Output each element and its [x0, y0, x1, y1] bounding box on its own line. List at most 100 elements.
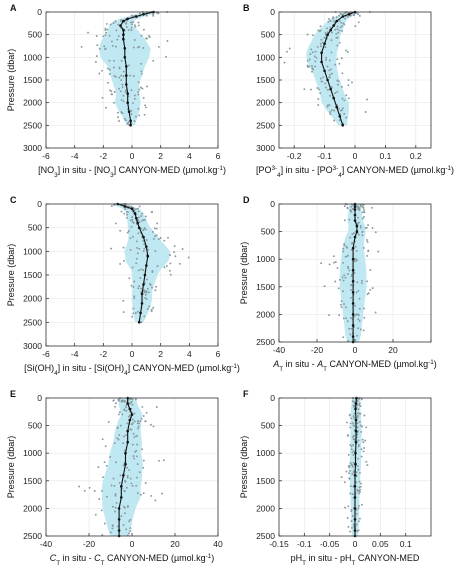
x-axis-label-e: CT in situ - CT CANYON-MED (µmol.kg-1) — [50, 553, 215, 567]
y-tick-label: 1000 — [23, 448, 42, 458]
mean-marker — [351, 268, 355, 272]
x-axis-label-a: [NO3] in situ - [NO3] CANYON-MED (µmol.k… — [38, 165, 226, 179]
y-tick-label: 2000 — [256, 503, 275, 513]
data-point — [352, 444, 355, 446]
data-point — [143, 218, 146, 221]
data-point — [129, 219, 132, 222]
y-tick-label: 0 — [270, 199, 275, 209]
data-point — [345, 470, 348, 473]
data-point — [114, 493, 117, 496]
data-point — [138, 285, 141, 288]
data-point — [117, 438, 120, 441]
data-point — [130, 401, 133, 404]
data-point — [320, 45, 322, 48]
data-point — [358, 492, 361, 495]
mean-marker — [129, 119, 132, 123]
mean-marker — [326, 78, 329, 82]
mean-marker — [354, 462, 357, 466]
x-tick-label: -0.05 — [320, 539, 340, 549]
data-point — [119, 229, 122, 232]
data-point — [334, 261, 337, 264]
data-point — [318, 88, 320, 91]
mean-marker — [130, 413, 134, 416]
mean-marker — [117, 507, 121, 510]
data-point — [124, 119, 127, 122]
data-point — [136, 246, 138, 249]
data-point — [350, 520, 353, 523]
data-point — [145, 411, 148, 414]
data-point — [146, 85, 149, 88]
data-point — [350, 448, 353, 451]
x-tick-label: 0 — [130, 539, 135, 549]
data-point — [126, 504, 129, 507]
data-point — [370, 206, 373, 209]
data-point — [334, 280, 337, 283]
data-point — [134, 450, 136, 453]
data-point — [122, 100, 125, 103]
data-point — [310, 48, 313, 51]
data-point — [356, 334, 359, 337]
data-point — [142, 229, 145, 232]
mean-marker — [146, 254, 150, 258]
data-point — [349, 333, 352, 336]
data-point — [138, 471, 141, 474]
data-point — [114, 45, 117, 48]
data-point — [133, 24, 136, 27]
data-point — [341, 107, 344, 110]
spread-band-c — [110, 204, 170, 323]
data-point — [360, 448, 363, 451]
data-point — [367, 250, 370, 253]
data-point — [128, 532, 130, 535]
data-point — [144, 482, 147, 484]
y-tick-label: 1500 — [256, 476, 275, 486]
data-point — [326, 105, 329, 108]
data-point — [330, 51, 333, 54]
data-point — [335, 16, 338, 19]
data-point — [364, 111, 367, 113]
spread-band-e — [101, 398, 143, 536]
data-point — [353, 470, 356, 472]
x-tick-label: -0.2 — [287, 151, 302, 161]
data-point — [343, 303, 345, 305]
data-point — [142, 415, 145, 417]
data-point — [350, 463, 353, 466]
data-point — [140, 34, 143, 37]
data-point — [340, 57, 343, 60]
data-point — [333, 109, 335, 112]
data-point — [137, 24, 140, 27]
data-point — [126, 211, 129, 213]
y-tick-label: 1500 — [256, 282, 275, 292]
data-point — [316, 45, 319, 48]
data-point — [342, 247, 345, 250]
data-point — [357, 21, 360, 24]
data-point — [117, 116, 120, 119]
data-point — [135, 434, 138, 437]
data-point — [348, 469, 351, 472]
data-point — [315, 56, 318, 59]
data-point — [121, 413, 124, 416]
data-point — [359, 226, 362, 229]
data-point — [133, 120, 136, 123]
mean-marker — [355, 224, 359, 228]
data-point — [146, 287, 149, 290]
data-point — [135, 449, 138, 452]
data-point — [126, 476, 129, 479]
mean-marker — [130, 207, 134, 210]
data-point — [366, 280, 369, 283]
panel-a: -6 -4 -2 0 2 4 6 0 500 1000 1500 2000 2500 3000 A Press… — [6, 3, 226, 179]
data-point — [362, 215, 365, 218]
data-point — [136, 443, 139, 446]
data-point — [338, 19, 341, 22]
data-point — [93, 490, 96, 492]
data-point — [309, 53, 312, 56]
data-point — [128, 402, 131, 405]
data-point — [355, 471, 358, 474]
data-point — [134, 25, 137, 28]
data-point — [332, 16, 335, 19]
data-point — [126, 466, 128, 469]
data-point — [361, 211, 364, 214]
data-point — [142, 239, 145, 242]
mean-marker — [320, 51, 323, 55]
y-tick-label: 2500 — [23, 317, 42, 327]
data-point — [355, 481, 358, 484]
